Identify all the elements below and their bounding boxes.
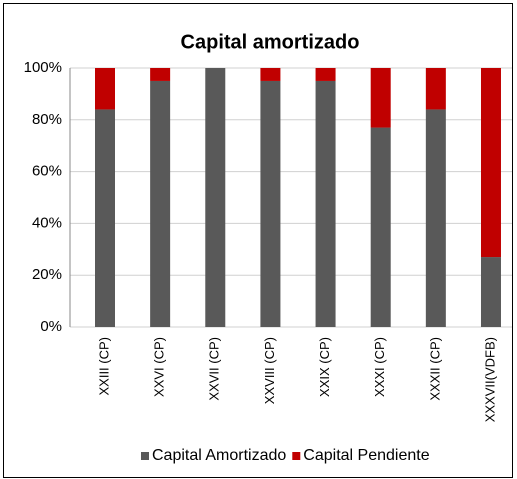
x-tick-label: XXXII (CP) bbox=[427, 337, 442, 401]
bar-segment bbox=[205, 68, 226, 327]
x-tick-label: XXXI (CP) bbox=[372, 337, 387, 397]
chart-frame bbox=[3, 3, 513, 478]
y-tick-label: 40% bbox=[32, 214, 62, 231]
chart-title: Capital amortizado bbox=[181, 31, 360, 53]
bar-segment bbox=[95, 68, 115, 110]
bar-segment bbox=[150, 80, 171, 327]
bar-segment bbox=[315, 68, 336, 81]
bar-segment bbox=[370, 68, 391, 128]
bar-segment bbox=[480, 257, 501, 327]
bar-segment bbox=[150, 68, 171, 81]
legend-label: Capital Pendiente bbox=[303, 447, 429, 464]
bar-segment bbox=[425, 68, 446, 110]
bar-segment bbox=[260, 80, 281, 327]
legend-swatch bbox=[141, 452, 149, 460]
bar-segment bbox=[425, 109, 446, 327]
x-tick-label: XXVI (CP) bbox=[152, 337, 167, 397]
y-tick-label: 80% bbox=[32, 111, 62, 128]
bar-segment bbox=[315, 80, 336, 327]
x-tick-label: XXIX (CP) bbox=[317, 337, 332, 397]
bar-segment bbox=[370, 127, 391, 327]
legend-label: Capital Amortizado bbox=[152, 447, 286, 464]
bar-segment bbox=[480, 68, 501, 258]
x-tick-label: XXXVII(VDFB) bbox=[482, 337, 497, 422]
bar-segment bbox=[95, 109, 115, 327]
legend-swatch bbox=[292, 452, 301, 460]
y-tick-label: 20% bbox=[32, 266, 62, 283]
y-tick-label: 0% bbox=[40, 318, 62, 335]
x-tick-label: XXVII (CP) bbox=[207, 337, 222, 401]
x-tick-label: XXIII (CP) bbox=[96, 337, 111, 396]
x-tick-label: XXVIII (CP) bbox=[262, 337, 277, 404]
y-tick-label: 60% bbox=[32, 163, 62, 180]
y-tick-label: 100% bbox=[24, 59, 62, 76]
bar-segment bbox=[260, 68, 281, 81]
